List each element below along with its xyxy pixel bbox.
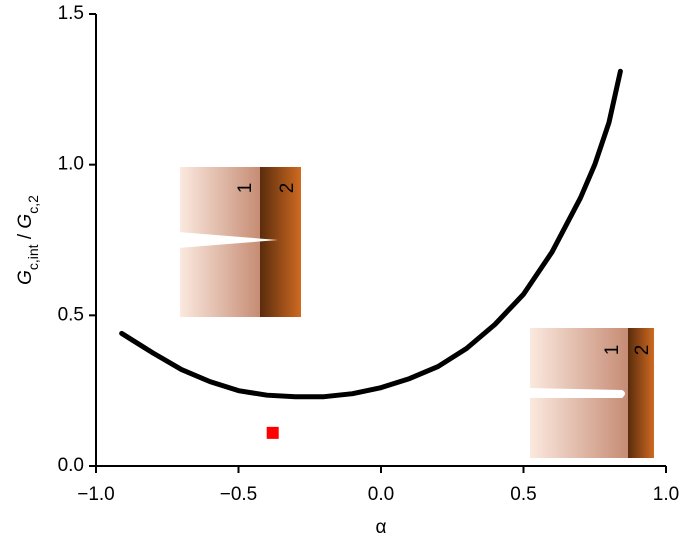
- x-axis-label: α: [376, 517, 387, 538]
- point: [266, 426, 279, 439]
- inset-2: 1 2: [528, 328, 654, 458]
- y-tick-label: 0.5: [58, 304, 84, 325]
- y-tick-label: 0.0: [58, 455, 84, 476]
- y-axis-label-part: c,int: [25, 244, 41, 270]
- x-tick-label: 0.5: [510, 484, 536, 505]
- y-axis-label-part: c,2: [25, 195, 41, 214]
- inset-1: 1 2: [178, 167, 301, 317]
- line: [119, 68, 623, 400]
- y-tick-label: 1.5: [58, 3, 84, 24]
- y-tick-label: 1.0: [58, 154, 84, 175]
- x-tick-label: −1.0: [77, 484, 115, 505]
- y-axis-label-part: G: [15, 214, 36, 229]
- y-axis-label-part: G: [15, 270, 36, 285]
- x-tick-label: 1.0: [653, 484, 679, 505]
- inset-label: 1: [235, 183, 256, 194]
- inset-label: 1: [602, 345, 623, 356]
- inset-label: 2: [277, 183, 298, 194]
- inset-label: 2: [632, 345, 653, 356]
- x-tick-label: −0.5: [220, 484, 258, 505]
- y-axis-label: Gc,int / Gc,2: [15, 195, 41, 285]
- y-axis-label-part: /: [15, 229, 36, 245]
- x-tick-label: 0.0: [368, 484, 394, 505]
